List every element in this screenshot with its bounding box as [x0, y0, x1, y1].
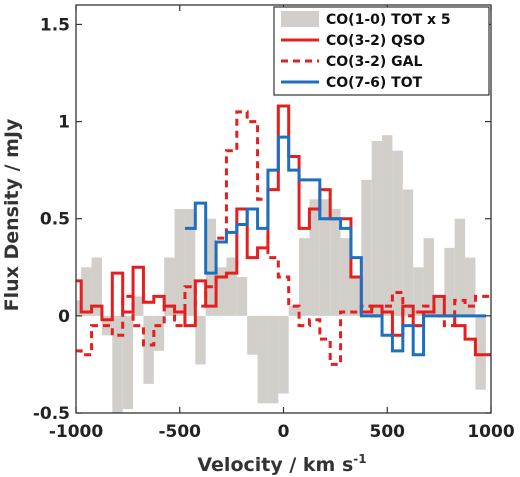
co10-bar — [475, 315, 486, 390]
co10-bar — [112, 315, 123, 413]
legend-swatch — [281, 11, 319, 27]
co10-bars — [76, 135, 486, 413]
y-tick-label: 0.5 — [40, 210, 70, 230]
co10-bar — [465, 257, 476, 316]
legend-label: CO(3-2) QSO — [326, 33, 425, 49]
co10-bar — [143, 315, 154, 384]
legend-label: CO(3-2) GAL — [326, 54, 422, 70]
co10-bar — [444, 247, 455, 316]
co10-bar — [267, 315, 279, 404]
co10-bar — [247, 315, 258, 355]
x-tick-label: 1000 — [467, 422, 514, 442]
co10-bar — [164, 257, 175, 316]
co10-bar — [340, 238, 351, 316]
co10-bar — [288, 306, 300, 316]
co10-bar — [309, 199, 320, 316]
axis-ticks: -1000 -500 0 500 1000 -0.5 0 0.5 1 1.5 — [33, 5, 515, 442]
y-tick-label: 0 — [58, 307, 70, 327]
co10-bar — [382, 135, 393, 316]
co10-bar — [133, 296, 144, 316]
co10-bar — [299, 238, 310, 316]
co10-bar — [216, 267, 227, 316]
co10-bar — [226, 257, 237, 316]
legend-label: CO(7-6) TOT — [326, 75, 423, 91]
series-line-2 — [76, 110, 491, 366]
co10-bar — [330, 209, 341, 316]
co10-bar — [76, 300, 82, 316]
y-tick-label: 1 — [58, 113, 70, 133]
x-tick-label: -1000 — [49, 422, 104, 442]
co10-bar — [423, 238, 434, 316]
co10-bar — [433, 296, 445, 316]
x-tick-label: 0 — [278, 422, 290, 442]
legend: CO(1-0) TOT x 5 CO(3-2) QSO CO(3-2) GAL CO(… — [273, 6, 490, 96]
co10-bar — [195, 315, 206, 365]
co10-bar — [402, 189, 414, 316]
co10-bar — [392, 150, 403, 316]
legend-label: CO(1-0) TOT x 5 — [326, 12, 451, 28]
x-axis-label-superscript: -1 — [353, 452, 366, 466]
co10-bar — [184, 209, 196, 316]
co10-bar — [122, 315, 134, 410]
y-axis-label: Flux Density / mJy — [1, 118, 23, 311]
co10-bar — [413, 267, 424, 316]
co10-bar — [236, 277, 248, 316]
series-lines — [76, 104, 491, 366]
x-tick-label: 500 — [370, 422, 406, 442]
co10-bar — [81, 267, 92, 316]
co10-bar — [257, 315, 268, 404]
co10-bar — [91, 257, 102, 316]
y-tick-label: -0.5 — [33, 404, 70, 424]
co10-bar — [350, 277, 362, 316]
co10-bar — [205, 218, 217, 316]
co10-bar — [454, 218, 466, 316]
co10-bar — [371, 141, 383, 316]
x-tick-label: -500 — [158, 422, 201, 442]
x-axis-label: Velocity / km s-1 — [197, 452, 366, 476]
series-line-3 — [184, 135, 486, 357]
co10-bar — [153, 315, 165, 351]
co10-bar — [361, 179, 372, 316]
co10-bar — [174, 209, 185, 316]
y-tick-label: 1.5 — [40, 15, 70, 35]
co10-bar — [278, 315, 289, 394]
co10-bar — [319, 199, 331, 316]
x-axis-label-main: Velocity / km s — [197, 454, 353, 476]
